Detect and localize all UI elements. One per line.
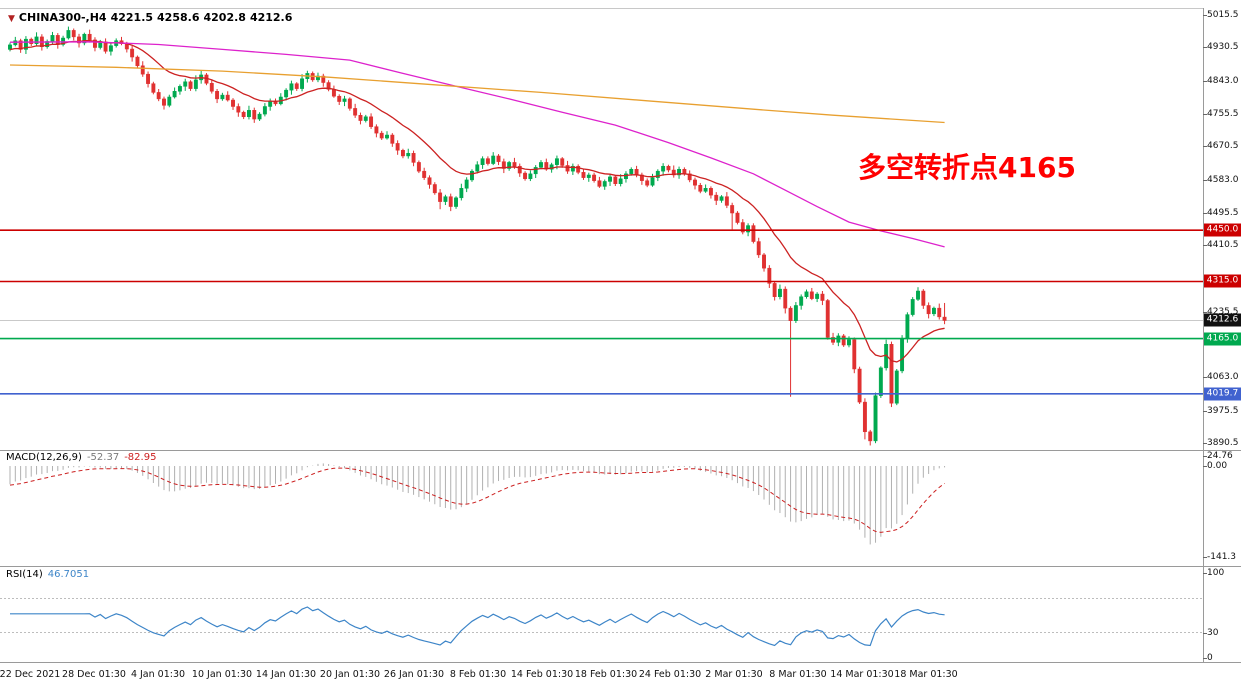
axis-tick-label: 3890.5 — [1207, 437, 1239, 448]
axis-tick-label: 0 — [1207, 653, 1213, 663]
slow-ma — [9, 64, 945, 124]
rsi-name: RSI(14) — [6, 569, 43, 580]
axis-tick-label: 0.00 — [1207, 461, 1228, 471]
axis-tickmark — [1203, 557, 1207, 558]
axis-tick-label: 100 — [1207, 568, 1225, 578]
time-axis-border — [0, 662, 1241, 663]
axis-tick-label: 4583.0 — [1207, 174, 1239, 185]
axis-tick-label: 4410.5 — [1207, 240, 1239, 251]
moving-average-lines — [9, 39, 945, 363]
axis-tick-label: -141.3 — [1207, 551, 1237, 562]
ohlc-low: 4202.8 — [203, 11, 246, 24]
fast-ma — [9, 39, 945, 363]
symbol-title: ▼ CHINA300-,H4 4221.5 4258.6 4202.8 4212.6 — [8, 11, 296, 24]
macd-indicator-label: MACD(12,26,9) -52.37 -82.95 — [6, 452, 156, 463]
time-axis-label: 4 Jan 01:30 — [130, 669, 186, 680]
time-axis-label: 20 Jan 01:30 — [319, 669, 381, 680]
ohlc-high: 4258.6 — [157, 11, 200, 24]
axis-tick-label: 4670.5 — [1207, 141, 1239, 152]
price-chart-canvas[interactable] — [0, 0, 1203, 450]
medium-ma — [9, 41, 945, 248]
axis-tickmark — [1203, 573, 1207, 574]
axis-tickmark — [1203, 146, 1207, 147]
price-axis-border — [1203, 8, 1204, 662]
axis-tickmark — [1203, 180, 1207, 181]
level-price-tag: 4315.0 — [1204, 274, 1241, 288]
axis-tick-label: 4063.0 — [1207, 372, 1239, 383]
axis-tickmark — [1203, 213, 1207, 214]
macd-name: MACD(12,26,9) — [6, 452, 82, 463]
axis-tickmark — [1203, 466, 1207, 467]
time-axis-label: 24 Feb 01:30 — [638, 669, 702, 680]
macd-signal-value: -82.95 — [124, 452, 157, 463]
chart-top-border — [0, 8, 1203, 9]
horizontal-level-lines[interactable] — [0, 229, 1203, 395]
axis-tick-label: 4930.5 — [1207, 42, 1239, 53]
axis-tickmark — [1203, 245, 1207, 246]
level-price-tag: 4019.7 — [1204, 387, 1241, 401]
axis-tickmark — [1203, 411, 1207, 412]
axis-tickmark — [1203, 456, 1207, 457]
axis-tickmark — [1203, 312, 1207, 313]
rsi-line — [10, 606, 945, 647]
time-axis-label: 18 Mar 01:30 — [894, 669, 958, 680]
axis-tickmark — [1203, 658, 1207, 659]
axis-tick-label: 4235.5 — [1207, 306, 1239, 317]
bid-price-tag: 4212.6 — [1204, 313, 1241, 327]
symbol-name: CHINA300-,H4 — [18, 11, 107, 24]
macd-panel-canvas[interactable] — [0, 450, 1203, 567]
axis-tick-label: 5015.5 — [1207, 10, 1239, 20]
rsi-value: 46.7051 — [47, 569, 90, 580]
time-axis-label: 14 Feb 01:30 — [510, 669, 574, 680]
axis-tick-label: 3975.5 — [1207, 405, 1239, 416]
time-axis-label: 26 Jan 01:30 — [383, 669, 445, 680]
ohlc-close: 4212.6 — [249, 11, 293, 24]
axis-tickmark — [1203, 81, 1207, 82]
axis-tick-label: 4755.5 — [1207, 108, 1239, 119]
time-axis-label: 8 Mar 01:30 — [769, 669, 827, 680]
axis-tickmark — [1203, 114, 1207, 115]
axis-tick-label: 24.76 — [1207, 451, 1233, 461]
time-axis-label: 10 Jan 01:30 — [191, 669, 253, 680]
time-axis-label: 18 Feb 01:30 — [574, 669, 638, 680]
axis-tickmark — [1203, 15, 1207, 16]
level-price-tag: 4450.0 — [1204, 223, 1241, 237]
axis-tickmark — [1203, 443, 1207, 444]
axis-tickmark — [1203, 633, 1207, 634]
macd-signal-line — [9, 467, 945, 533]
chart-annotation: 多空转折点4165 — [858, 151, 1076, 184]
macd-histogram — [9, 463, 946, 545]
axis-tick-label: 4495.5 — [1207, 207, 1239, 218]
rsi-panel-canvas[interactable] — [0, 567, 1203, 662]
rsi-indicator-label: RSI(14) 46.7051 — [6, 569, 89, 580]
candlestick-series — [8, 26, 947, 446]
time-axis-label: 22 Dec 2021 — [0, 669, 61, 680]
time-axis-label: 28 Dec 01:30 — [62, 669, 126, 680]
macd-main-value: -52.37 — [86, 452, 120, 463]
symbol-dropdown-icon[interactable]: ▼ — [8, 14, 15, 24]
axis-tick-label: 30 — [1207, 627, 1219, 638]
axis-tickmark — [1203, 377, 1207, 378]
time-axis-label: 2 Mar 01:30 — [705, 669, 763, 680]
macd-panel-separator[interactable] — [0, 450, 1241, 451]
time-axis-label: 14 Jan 01:30 — [255, 669, 317, 680]
time-axis-label: 14 Mar 01:30 — [830, 669, 894, 680]
ohlc-open: 4221.5 — [110, 11, 154, 24]
time-axis-label: 8 Feb 01:30 — [449, 669, 507, 680]
level-price-tag: 4165.0 — [1204, 332, 1241, 346]
axis-tickmark — [1203, 47, 1207, 48]
axis-tick-label: 4843.0 — [1207, 75, 1239, 86]
rsi-panel-separator[interactable] — [0, 566, 1241, 567]
